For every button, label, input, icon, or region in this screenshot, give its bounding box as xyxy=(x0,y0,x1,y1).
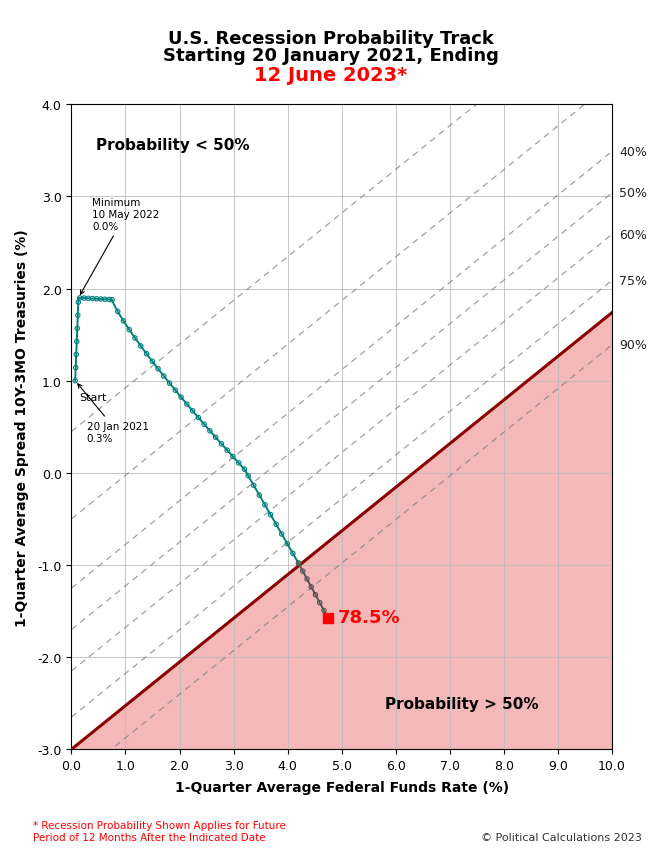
Point xyxy=(83,292,93,306)
Text: 60%: 60% xyxy=(619,228,647,241)
Point xyxy=(181,398,192,412)
Point xyxy=(72,322,83,336)
Text: © Political Calculations 2023: © Political Calculations 2023 xyxy=(481,832,642,842)
Point xyxy=(91,292,102,306)
Point xyxy=(164,377,175,390)
Point xyxy=(282,538,293,551)
Text: 40%: 40% xyxy=(619,146,647,158)
Text: Probability > 50%: Probability > 50% xyxy=(385,696,539,711)
Text: Start: Start xyxy=(79,392,107,402)
Point xyxy=(216,437,226,451)
Text: 90%: 90% xyxy=(619,339,647,352)
Point xyxy=(71,348,81,362)
Point xyxy=(107,293,117,307)
Text: 78.5%: 78.5% xyxy=(338,607,401,626)
Point xyxy=(124,324,134,337)
Point xyxy=(228,450,238,463)
X-axis label: 1-Quarter Average Federal Funds Rate (%): 1-Quarter Average Federal Funds Rate (%) xyxy=(175,780,509,794)
Point xyxy=(73,296,83,309)
Point xyxy=(310,588,321,602)
Point xyxy=(72,309,83,323)
Text: 75%: 75% xyxy=(619,274,647,287)
Point xyxy=(104,293,115,307)
Polygon shape xyxy=(71,314,612,750)
Point xyxy=(265,508,276,521)
Point xyxy=(100,293,111,307)
Point xyxy=(79,292,89,306)
Text: 50%: 50% xyxy=(619,187,647,200)
Text: 20 Jan 2021
0.3%: 20 Jan 2021 0.3% xyxy=(77,384,148,443)
Text: U.S. Recession Probability Track: U.S. Recession Probability Track xyxy=(168,30,494,48)
Point xyxy=(260,498,270,512)
Point xyxy=(70,375,81,389)
Point xyxy=(70,361,81,375)
Point xyxy=(277,527,287,541)
Point xyxy=(87,292,98,306)
Point xyxy=(141,348,152,361)
Point xyxy=(323,612,334,625)
Point xyxy=(314,596,325,610)
Point xyxy=(306,580,316,594)
Point xyxy=(287,547,298,561)
Point xyxy=(222,444,232,458)
Point xyxy=(297,565,308,579)
Point xyxy=(136,340,146,354)
Y-axis label: 1-Quarter Average Spread 10Y-3MO Treasuries (%): 1-Quarter Average Spread 10Y-3MO Treasur… xyxy=(15,228,29,626)
Point xyxy=(95,293,106,307)
Point xyxy=(199,417,209,431)
Point xyxy=(176,391,187,405)
Point xyxy=(75,291,85,305)
Point xyxy=(71,335,82,348)
Text: 12 June 2023*: 12 June 2023* xyxy=(254,66,408,84)
Point xyxy=(248,479,259,492)
Point xyxy=(130,331,140,345)
Point xyxy=(323,612,334,625)
Point xyxy=(193,412,204,425)
Point xyxy=(158,370,169,383)
Point xyxy=(254,489,265,503)
Point xyxy=(147,355,158,369)
Point xyxy=(211,431,221,445)
Point xyxy=(293,556,304,570)
Point xyxy=(187,405,198,418)
Text: * Recession Probability Shown Applies for Future
Period of 12 Months After the I: * Recession Probability Shown Applies fo… xyxy=(33,820,286,842)
Point xyxy=(153,362,164,376)
Point xyxy=(318,604,329,618)
Point xyxy=(271,518,281,532)
Point xyxy=(293,556,304,570)
Point xyxy=(118,314,129,328)
Text: Minimum
10 May 2022
0.0%: Minimum 10 May 2022 0.0% xyxy=(81,199,160,295)
Point xyxy=(205,424,215,438)
Point xyxy=(170,384,181,398)
Text: Starting 20 January 2021, Ending: Starting 20 January 2021, Ending xyxy=(163,47,499,65)
Point xyxy=(113,305,123,319)
Point xyxy=(234,457,244,470)
Point xyxy=(243,469,254,483)
Text: Probability < 50%: Probability < 50% xyxy=(96,137,250,153)
Point xyxy=(302,573,312,586)
Point xyxy=(239,463,250,476)
